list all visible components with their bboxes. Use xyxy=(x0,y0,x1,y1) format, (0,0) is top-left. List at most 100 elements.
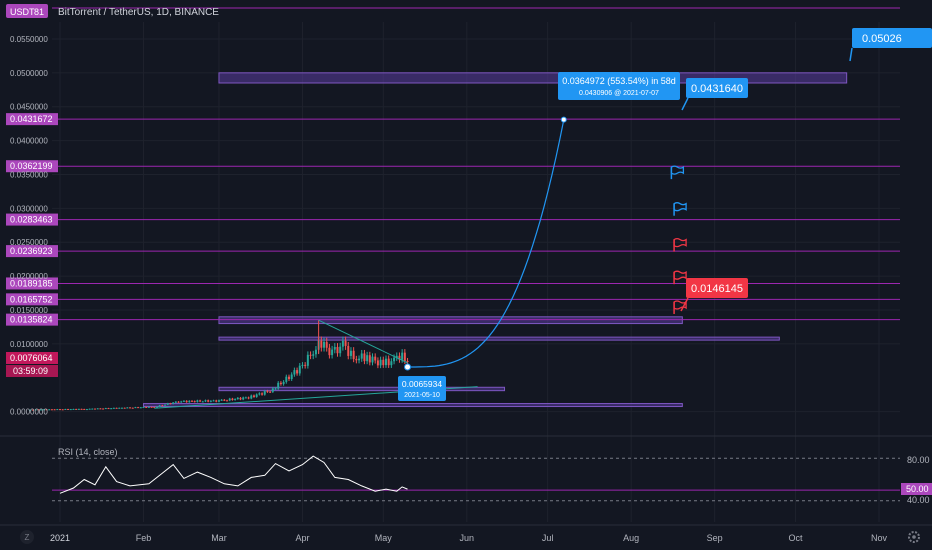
levels-layer: 0.0431672 0.0362199 0.0283463 0.0236923 0.01… xyxy=(6,7,900,326)
candle-body xyxy=(196,400,199,402)
candle-body xyxy=(231,398,234,400)
settings-gear-icon[interactable] xyxy=(908,531,920,543)
candle-body xyxy=(150,406,153,408)
flag-icon xyxy=(670,165,685,175)
y-tick-label: 0.0150000 xyxy=(10,306,48,315)
y-tick-label: 0.0550000 xyxy=(10,35,48,44)
candle-body xyxy=(401,352,404,360)
candle-body xyxy=(67,408,70,410)
candle-body xyxy=(290,374,293,380)
candle-body xyxy=(349,350,352,356)
candle-body xyxy=(261,393,264,395)
candle-body xyxy=(153,406,156,408)
candle-body xyxy=(379,359,382,366)
candle-body xyxy=(306,354,309,366)
zones-layer xyxy=(143,72,848,408)
candle-body xyxy=(390,361,393,366)
currency-label: USDT xyxy=(10,7,35,17)
candle-body xyxy=(96,408,99,410)
candle-body xyxy=(355,359,358,361)
callout-mid xyxy=(686,78,748,98)
zone-box xyxy=(218,336,780,341)
candles-layer xyxy=(29,320,409,411)
callout-top xyxy=(852,28,932,48)
candle-body xyxy=(126,407,129,409)
candle-body xyxy=(341,340,344,347)
candle-body xyxy=(352,350,355,360)
candle-body xyxy=(250,395,253,399)
candle-body xyxy=(287,376,290,380)
candle-body xyxy=(169,403,172,405)
candle-body xyxy=(403,352,406,362)
candle-body xyxy=(376,360,379,366)
rsi-label: RSI (14, close) xyxy=(58,447,118,457)
candle-body xyxy=(328,347,331,356)
candle-body xyxy=(371,356,374,363)
candle-body xyxy=(120,407,123,409)
candle-body xyxy=(207,400,210,402)
candle-body xyxy=(99,408,102,410)
candle-body xyxy=(366,355,369,362)
level-tag xyxy=(6,277,58,290)
candle-body xyxy=(158,405,161,407)
timezone-icon[interactable] xyxy=(20,530,34,544)
candle-body xyxy=(314,349,317,355)
candle-body xyxy=(56,409,59,411)
candle-body xyxy=(336,346,339,354)
target-callout xyxy=(558,72,680,100)
level-tag-text: 0.0362199 xyxy=(10,161,53,171)
candle-body xyxy=(242,397,245,400)
candle-body xyxy=(83,408,86,410)
y-tick-label: 0.0500000 xyxy=(10,69,48,78)
candle-body xyxy=(48,409,51,411)
last-price-tag xyxy=(6,352,58,364)
candle-body xyxy=(234,399,237,401)
candle-body xyxy=(384,358,387,366)
y-tick-label: 0.0000000 xyxy=(10,408,48,417)
candle-body xyxy=(104,408,107,410)
candle-body xyxy=(110,408,113,410)
candle-body xyxy=(131,407,134,409)
x-tick-label: May xyxy=(375,533,393,543)
level-tag-text: 0.0165752 xyxy=(10,294,53,304)
y-tick-label: 0.0250000 xyxy=(10,238,48,247)
candle-body xyxy=(77,408,80,410)
candle-body xyxy=(263,391,266,395)
candle-body xyxy=(142,406,145,408)
candle-body xyxy=(145,406,148,408)
rsi-value-tag xyxy=(901,483,932,495)
rsi-lower-label: 40.00 xyxy=(907,495,930,505)
x-tick-label: Apr xyxy=(295,533,309,543)
candle-body xyxy=(137,407,140,409)
rsi-line xyxy=(59,455,408,494)
candle-body xyxy=(271,388,274,392)
candle-body xyxy=(29,409,32,411)
candle-body xyxy=(177,401,180,403)
candle-body xyxy=(201,401,204,403)
candle-body xyxy=(185,400,188,403)
candle-body xyxy=(406,361,409,363)
candle-body xyxy=(75,408,78,410)
callout-mid-text: 0.0431640 xyxy=(691,83,743,95)
candle-body xyxy=(40,409,43,411)
level-tag-text: 0.0135824 xyxy=(10,315,53,325)
candle-body xyxy=(123,407,126,409)
candle-body xyxy=(298,365,301,374)
candle-body xyxy=(339,346,342,354)
candle-body xyxy=(301,364,304,366)
candle-body xyxy=(304,364,307,366)
candle-body xyxy=(61,409,64,411)
level-tag-text: 0.0189185 xyxy=(10,278,53,288)
projection-curve xyxy=(407,119,565,368)
y-tick-label: 0.0400000 xyxy=(10,137,48,146)
candle-body xyxy=(239,397,242,400)
candle-body xyxy=(258,393,261,395)
candle-body xyxy=(174,401,177,403)
candle-body xyxy=(360,353,363,359)
target-point-text: 0.0430906 @ 2021-07-07 xyxy=(579,90,659,97)
candle-body xyxy=(91,408,94,410)
candle-body xyxy=(166,403,169,405)
callout-low-text: 0.0146145 xyxy=(691,283,743,295)
candle-body xyxy=(172,402,175,404)
